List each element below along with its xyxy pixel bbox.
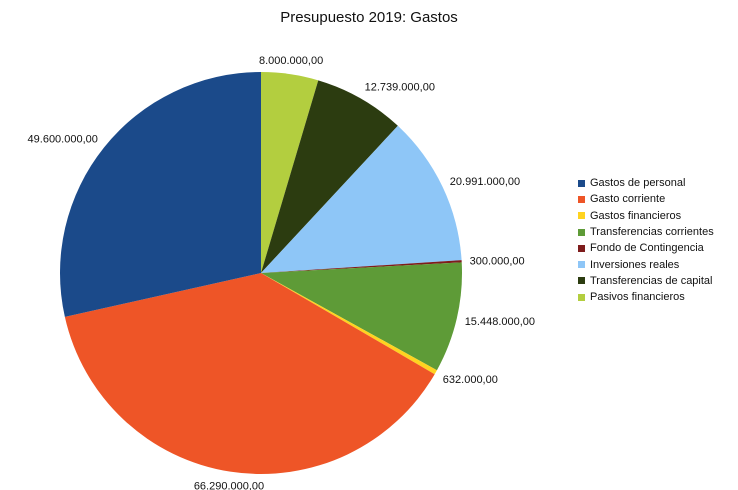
- pie-slice-gasto-corriente: [64, 273, 435, 474]
- pie-slice-gastos-financieros: [261, 273, 437, 375]
- legend-item-gasto-corriente: Gasto corriente: [578, 191, 714, 207]
- data-labels: 8.000.000,00 12.739.000,00 20.991.000,00 30…: [28, 55, 536, 490]
- pie-slice-inversiones-reales: [261, 125, 462, 273]
- legend-label: Transferencias de capital: [590, 274, 713, 287]
- data-label-fondo-de-contingencia: 300.000,00: [470, 255, 525, 267]
- legend-swatch: [578, 195, 585, 203]
- data-label-gastos-financieros: 632.000,00: [443, 374, 498, 386]
- data-label-inversiones-reales: 20.991.000,00: [450, 176, 520, 188]
- pie-slice-pasivos-financieros: [261, 72, 319, 273]
- legend-swatch: [578, 179, 585, 187]
- legend-item-inversiones-reales: Inversiones reales: [578, 256, 714, 272]
- legend-swatch: [578, 228, 585, 236]
- legend-swatch: [578, 261, 585, 269]
- legend-label: Gastos de personal: [590, 177, 686, 190]
- data-label-gasto-corriente: 66.290.000,00: [194, 481, 264, 490]
- chart-title: Presupuesto 2019: Gastos: [280, 9, 458, 26]
- legend-swatch: [578, 277, 585, 285]
- legend-swatch: [578, 212, 585, 220]
- legend-label: Transferencias corrientes: [590, 226, 714, 239]
- legend-item-gastos-de-personal: Gastos de personal: [578, 175, 714, 191]
- data-label-transferencias-corrientes: 15.448.000,00: [465, 316, 535, 328]
- legend-label: Inversiones reales: [590, 258, 680, 271]
- legend-label: Fondo de Contingencia: [590, 242, 704, 255]
- legend-item-pasivos-financieros: Pasivos financieros: [578, 289, 714, 305]
- data-label-gastos-de-personal: 49.600.000,00: [28, 134, 98, 146]
- data-label-pasivos-financieros: 8.000.000,00: [259, 55, 323, 67]
- legend-label: Pasivos financieros: [590, 291, 685, 304]
- legend-swatch: [578, 293, 585, 301]
- legend-item-transferencias-corrientes: Transferencias corrientes: [578, 224, 714, 240]
- pie-slice-gastos-de-personal: [60, 71, 261, 317]
- legend-label: Gastos financieros: [590, 209, 682, 222]
- legend-swatch: [578, 244, 585, 252]
- legend-item-fondo-de-contingencia: Fondo de Contingencia: [578, 240, 714, 256]
- legend-label: Gasto corriente: [590, 193, 666, 206]
- pie-slice-fondo-de-contingencia: [261, 260, 462, 273]
- legend: Gastos de personal Gasto corriente Gastos …: [578, 175, 714, 305]
- legend-item-gastos-financieros: Gastos financieros: [578, 208, 714, 224]
- pie-slices: [60, 71, 463, 474]
- pie-slice-transferencias-de-capital: [261, 80, 398, 273]
- data-label-transferencias-de-capital: 12.739.000,00: [365, 81, 435, 93]
- pie-slice-transferencias-corrientes: [261, 262, 463, 371]
- legend-item-transferencias-de-capital: Transferencias de capital: [578, 273, 714, 289]
